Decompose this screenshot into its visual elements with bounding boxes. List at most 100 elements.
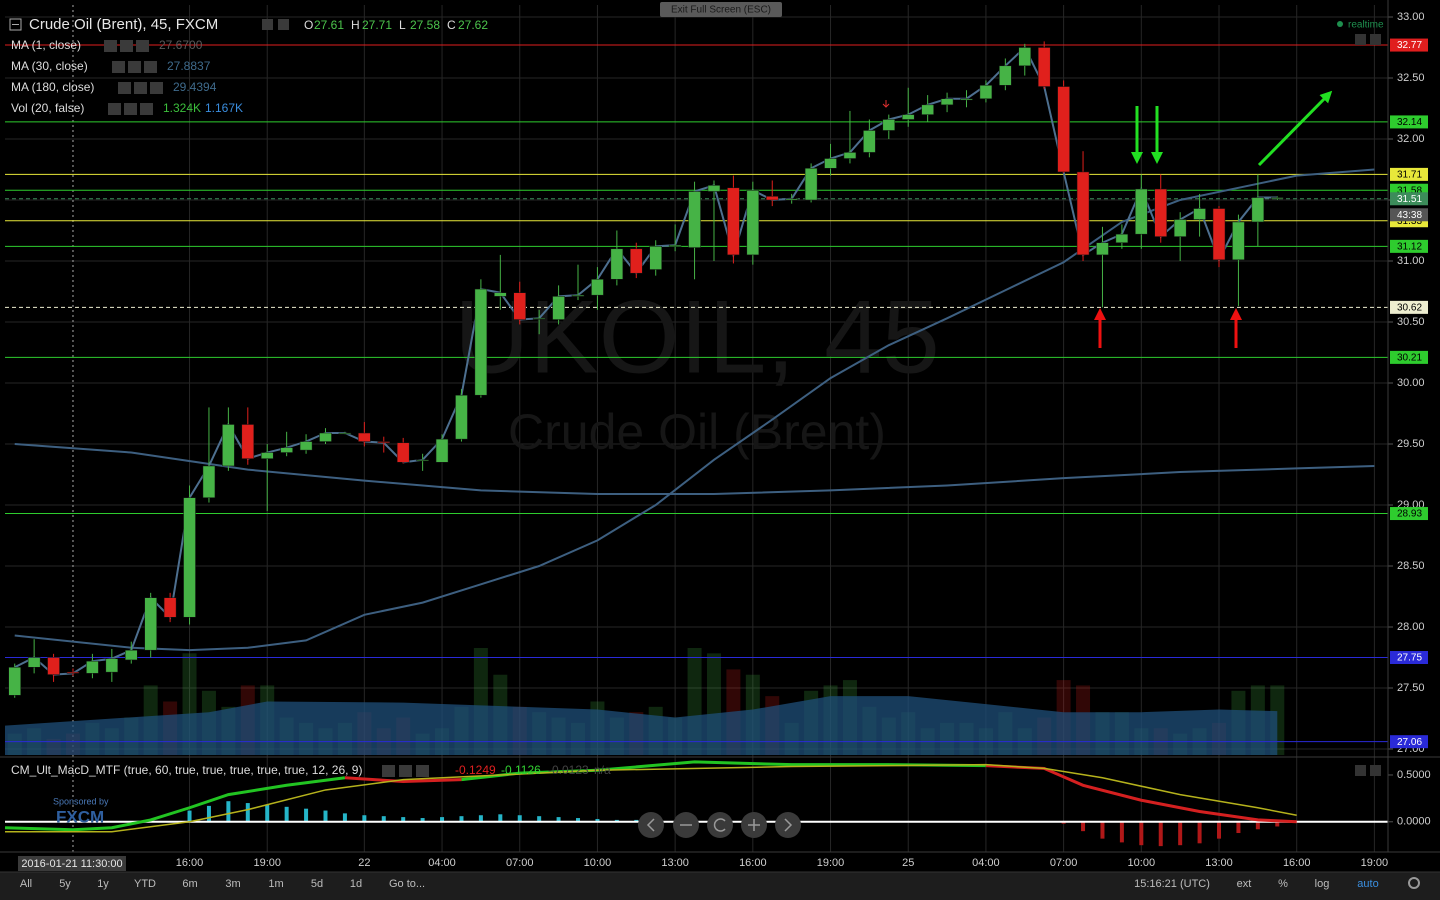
macd-value: n/a	[594, 763, 611, 777]
option-button[interactable]: auto	[1357, 878, 1378, 890]
x-tick-label: 10:00	[584, 857, 612, 869]
indicator-button[interactable]	[128, 61, 141, 73]
option-button[interactable]: %	[1278, 878, 1288, 890]
candle-body	[260, 452, 274, 459]
range-button[interactable]: 1d	[350, 878, 362, 890]
exit-fullscreen-button[interactable]	[660, 2, 782, 17]
indicator-button[interactable]	[416, 765, 429, 777]
indicator-button[interactable]	[104, 40, 117, 52]
macd-name[interactable]: CM_Ult_MacD_MTF (true, 60, true, true, t…	[11, 763, 362, 777]
candle-body	[125, 649, 138, 661]
settings-button[interactable]	[262, 19, 273, 30]
candle-body	[1173, 219, 1187, 237]
scroll-right-button[interactable]	[775, 812, 801, 838]
indicator-button[interactable]	[144, 61, 157, 73]
indicator-button[interactable]	[140, 103, 153, 115]
goto-button[interactable]: Go to...	[389, 878, 425, 890]
settings-icon[interactable]	[1408, 877, 1420, 889]
candle-body	[1251, 197, 1265, 223]
y-tick-label: 30.00	[1397, 377, 1425, 389]
indicator-button[interactable]	[382, 765, 395, 777]
ohlc-label: O	[304, 18, 313, 32]
price-label: 31.51	[1397, 194, 1422, 205]
indicator-button[interactable]	[118, 82, 131, 94]
y-tick-label: 30.50	[1397, 316, 1425, 328]
option-button[interactable]: ext	[1237, 878, 1252, 890]
range-button[interactable]: All	[20, 878, 32, 890]
pane-button[interactable]	[1355, 765, 1366, 776]
collapse-button[interactable]	[9, 18, 22, 31]
indicator-button[interactable]	[399, 765, 412, 777]
range-button[interactable]: YTD	[134, 878, 156, 890]
price-label-bg	[1390, 192, 1428, 206]
indicator-value: 29.4394	[173, 80, 217, 94]
realtime-label: realtime	[1348, 20, 1384, 31]
histogram-bar	[206, 805, 211, 822]
candle-body	[843, 152, 857, 159]
price-label-bg	[1390, 239, 1428, 253]
candle-body	[513, 292, 526, 320]
pane-button[interactable]	[1355, 34, 1366, 45]
macd-value: -0.0123	[548, 763, 589, 777]
toolbar-items: All 5y 1y YTD 6m 3m 1m 5d 1d Go to... 15:16:21 (UT…	[20, 878, 1379, 890]
indicator-button[interactable]	[112, 61, 125, 73]
indicator-name[interactable]: MA (180, close)	[11, 80, 94, 94]
y-tick-label: 32.00	[1397, 133, 1425, 145]
indicator-button[interactable]	[136, 40, 149, 52]
sponsor-brand[interactable]: FXCM	[56, 807, 104, 826]
icon	[713, 818, 726, 832]
candle-body	[1096, 242, 1109, 256]
option-button[interactable]: log	[1315, 878, 1330, 890]
candle-body	[591, 279, 604, 296]
indicator-name[interactable]: Vol (20, false)	[11, 101, 84, 115]
arrow	[882, 100, 890, 108]
price-label: 28.93	[1397, 509, 1422, 520]
range-button[interactable]: 6m	[182, 878, 197, 890]
candle-body	[940, 98, 954, 106]
candle-body	[1154, 188, 1167, 237]
symbol-title[interactable]: Crude Oil (Brent), 45, FXCM	[29, 16, 218, 33]
range-button[interactable]: 1y	[97, 878, 109, 890]
ohlc-value: 27.61	[314, 18, 344, 32]
pane-button[interactable]	[1370, 34, 1381, 45]
price-label-bg	[1390, 735, 1428, 749]
reset-button[interactable]	[707, 812, 733, 838]
y-tick-label: 0.5000	[1397, 769, 1431, 781]
price-label: 31.58	[1397, 185, 1422, 196]
candle-body	[688, 191, 701, 248]
indicator-button[interactable]	[108, 103, 121, 115]
gear[interactable]	[1408, 877, 1420, 889]
exit-fullscreen-label[interactable]: Exit Full Screen (ESC)	[671, 5, 771, 16]
y-tick-label: 27.50	[1397, 682, 1425, 694]
range-button[interactable]: 5y	[59, 878, 71, 890]
indicator-button[interactable]	[120, 40, 133, 52]
indicator-name[interactable]: MA (30, close)	[11, 59, 88, 73]
range-button[interactable]: 1m	[268, 878, 283, 890]
candle-body	[338, 432, 352, 435]
candle-body	[863, 130, 876, 153]
range-button[interactable]: 5d	[311, 878, 323, 890]
pane-button[interactable]	[1370, 765, 1381, 776]
candle-body	[222, 424, 235, 467]
price-label: 30.62	[1397, 303, 1422, 314]
candle-body	[804, 168, 818, 201]
range-button[interactable]: 3m	[225, 878, 240, 890]
candle-body	[979, 85, 993, 99]
settings-button[interactable]	[278, 19, 289, 30]
candle-body	[455, 394, 468, 440]
indicator-name[interactable]: MA (1, close)	[11, 38, 81, 52]
histogram-bar	[459, 816, 464, 822]
indicator-button[interactable]	[134, 82, 147, 94]
indicator-value: 27.8837	[167, 59, 211, 73]
indicator-button[interactable]	[124, 103, 137, 115]
histogram-bar	[362, 815, 367, 822]
indicator-button[interactable]	[150, 82, 163, 94]
y-tick-label: 0.0000	[1397, 816, 1431, 828]
candle-body	[299, 441, 313, 451]
candle-body	[552, 296, 565, 320]
x-tick-label: 07:00	[506, 857, 534, 869]
x-tick-label: 13:00	[1205, 857, 1233, 869]
scroll-left-button[interactable]	[638, 812, 664, 838]
x-tick-label: 16:00	[739, 857, 767, 869]
